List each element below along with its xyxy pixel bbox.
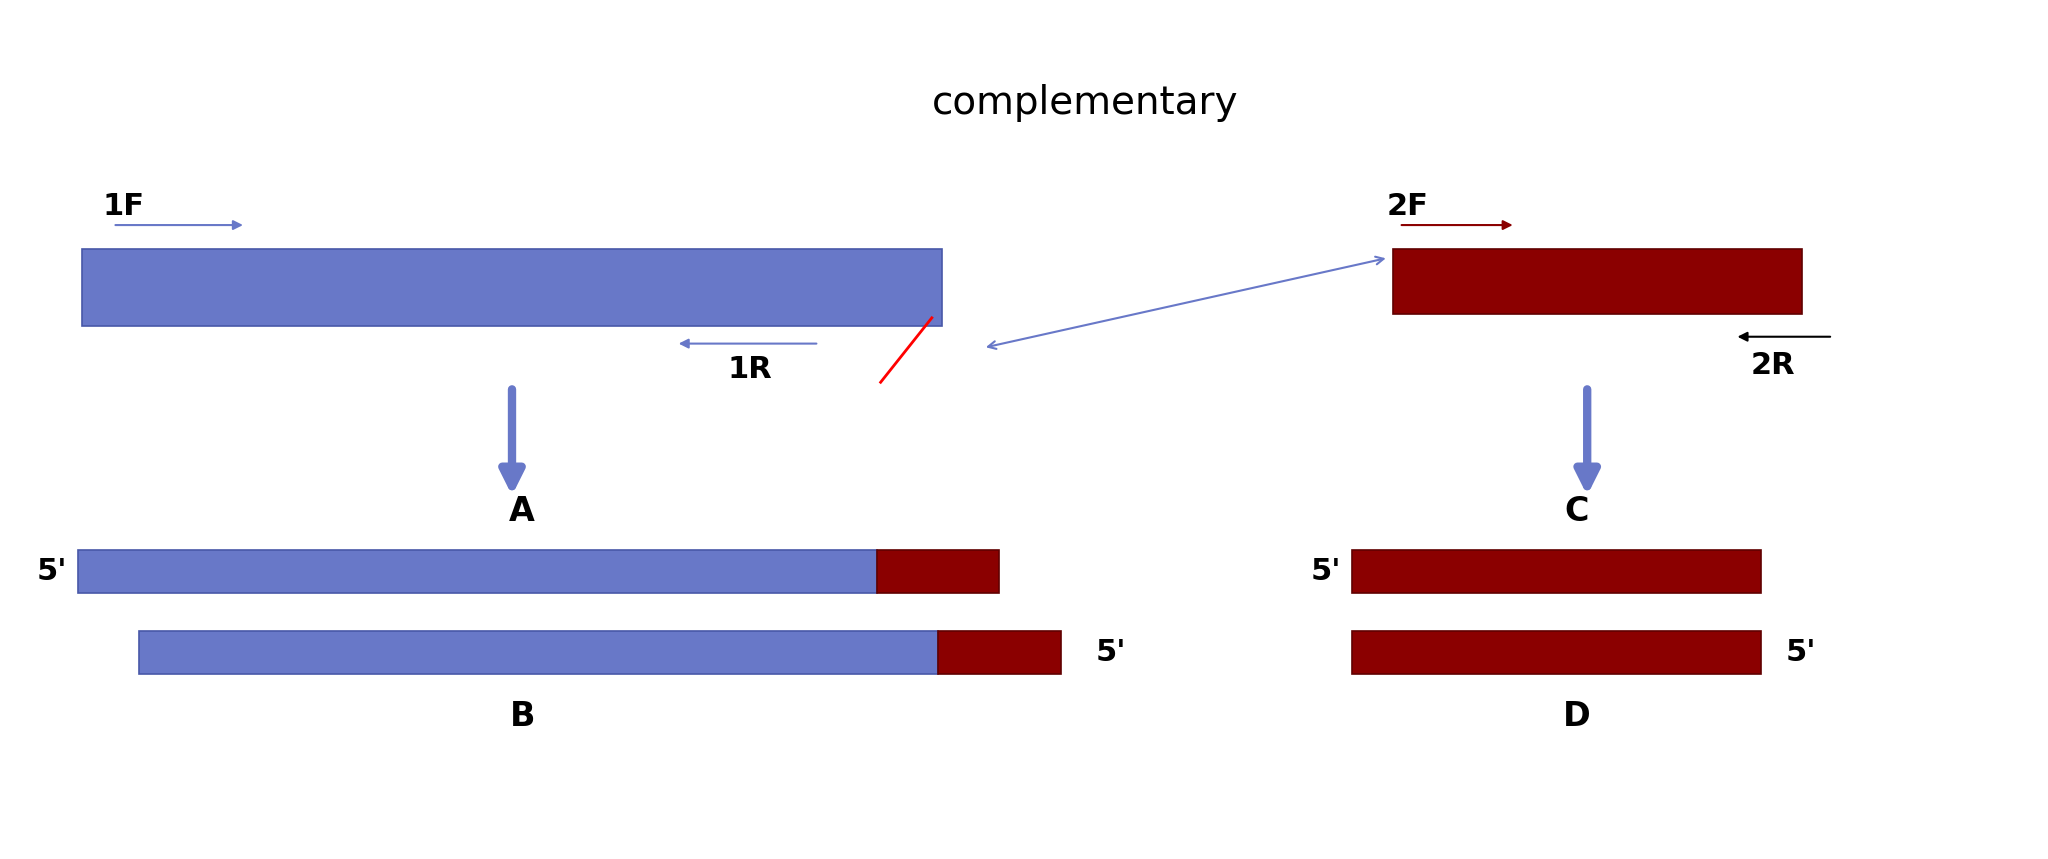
Bar — [82, 249, 942, 326]
Bar — [139, 631, 938, 674]
Text: A: A — [510, 496, 535, 528]
Bar — [1352, 631, 1761, 674]
Text: 5': 5' — [1786, 638, 1817, 667]
Text: D: D — [1563, 700, 1591, 733]
Bar — [1352, 550, 1761, 593]
Text: B: B — [510, 700, 535, 733]
Text: complementary: complementary — [932, 84, 1239, 122]
Text: 5': 5' — [1311, 557, 1341, 586]
Bar — [877, 550, 999, 593]
Text: C: C — [1565, 496, 1589, 528]
Text: 2F: 2F — [1386, 192, 1427, 221]
Text: 1F: 1F — [102, 192, 145, 221]
Bar — [1393, 249, 1802, 314]
Text: 1R: 1R — [727, 355, 772, 384]
Text: 2R: 2R — [1751, 350, 1796, 380]
Text: 5': 5' — [1096, 638, 1126, 667]
Bar — [78, 550, 877, 593]
Text: 5': 5' — [37, 557, 68, 586]
Bar — [938, 631, 1061, 674]
